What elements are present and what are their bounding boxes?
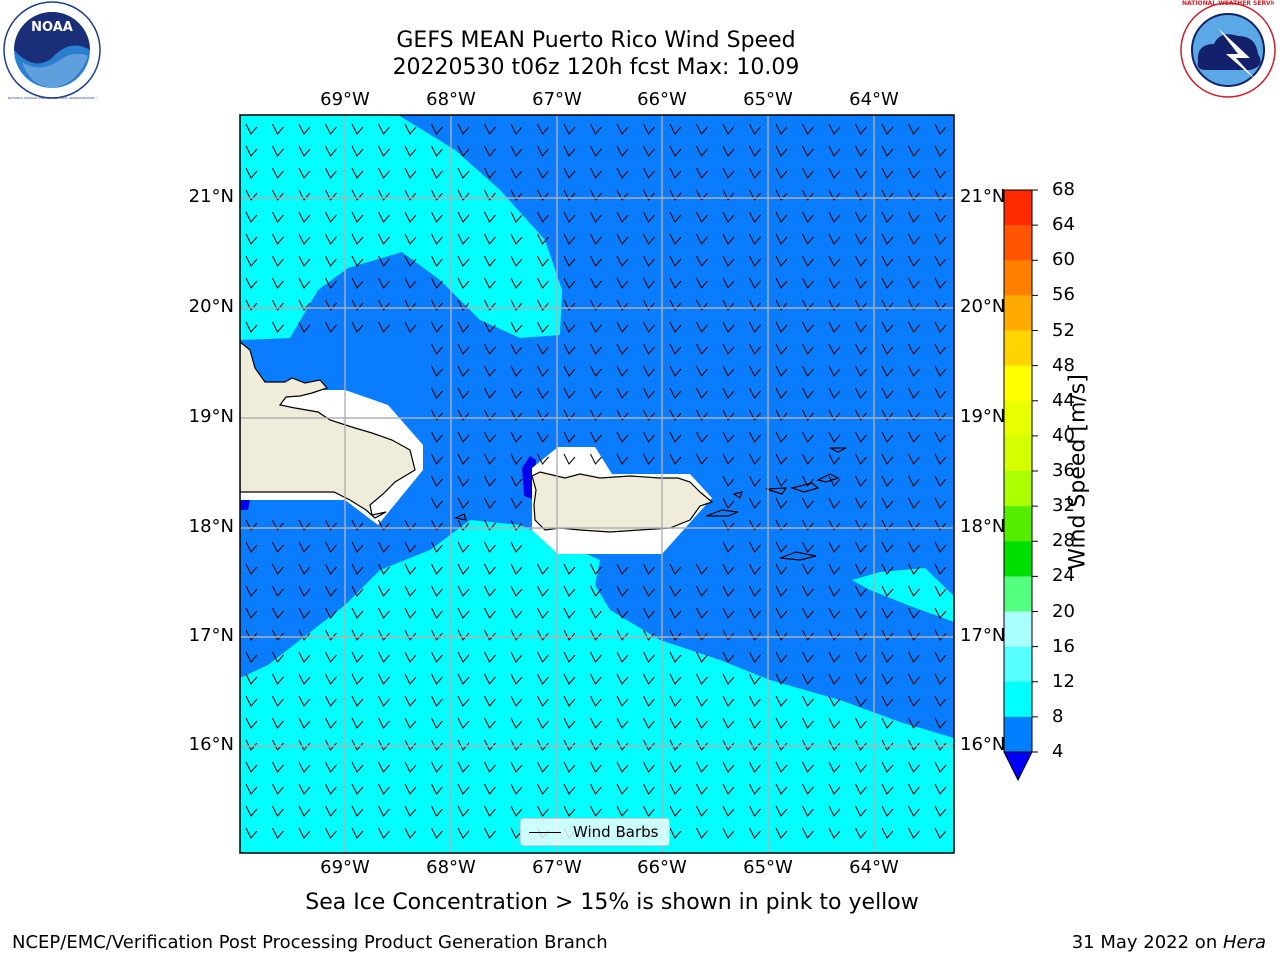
colorbar-tick-label: 8 (1052, 705, 1064, 727)
colorbar-title: Wind Speed [m/s] (1065, 374, 1091, 570)
wind-barbs (245, 123, 947, 839)
colorbar-frame (1003, 189, 1033, 753)
colorbar-tick-label: 32 (1052, 495, 1075, 517)
lat-label-right: 18°N (960, 516, 1006, 537)
lat-label-right: 19°N (960, 406, 1006, 427)
footer-date: 31 May 2022 on Hera (1072, 932, 1266, 953)
nws-logo-ring: NATIONAL WEATHER SERVICE (1182, 0, 1274, 7)
colorbar-tick-label: 44 (1052, 389, 1075, 411)
sea-ice-note: Sea Ice Concentration > 15% is shown in … (305, 890, 919, 915)
land-puerto-rico (531, 471, 714, 533)
lat-label-right: 20°N (960, 296, 1006, 317)
lat-label-right: 17°N (960, 625, 1006, 646)
lon-label-bottom: 69°W (320, 857, 370, 878)
lon-label-bottom: 68°W (426, 857, 476, 878)
lat-label-right: 16°N (960, 734, 1006, 755)
lon-label-bottom: 66°W (637, 857, 687, 878)
ocean-4-8-region (240, 115, 954, 738)
lon-label-bottom: 65°W (743, 857, 793, 878)
colorbar-tick-label: 16 (1052, 635, 1075, 657)
ocean-8-12-patch-east (852, 568, 954, 622)
lat-label-left: 16°N (188, 734, 234, 755)
colorbar-tick-label: 40 (1052, 424, 1075, 446)
chart-title-line2: 20220530 t06z 120h fcst Max: 10.09 (392, 55, 800, 80)
land-virgin-islands (765, 447, 847, 495)
map-legend: Wind Barbs (520, 818, 670, 846)
colorbar-tick-label: 36 (1052, 460, 1075, 481)
colorbar-tick-label: 64 (1052, 214, 1075, 236)
lon-label-top: 65°W (743, 89, 793, 110)
legend-label: Wind Barbs (573, 823, 659, 841)
colorbar-tick-label: 24 (1052, 565, 1075, 587)
land-st-croix (779, 551, 817, 561)
colorbar-tick-label: 48 (1052, 354, 1075, 376)
lon-label-top: 68°W (426, 89, 476, 110)
colorbar-tick-label: 68 (1052, 179, 1075, 200)
lat-label-left: 20°N (188, 296, 234, 317)
colorbar-tick-label: 20 (1052, 600, 1075, 622)
land-hispaniola (240, 341, 416, 519)
map-frame (239, 114, 955, 854)
colorbar-tick-label: 60 (1052, 249, 1075, 271)
land-mona (454, 513, 467, 521)
footer-host: Hera (1222, 932, 1266, 953)
land-culebra (732, 491, 743, 499)
lon-label-top: 67°W (532, 89, 582, 110)
nws-logo (1180, 2, 1276, 98)
noaa-logo-ring: NATIONAL OCEANIC AND ATMOSPHERIC ADMINIS… (8, 96, 98, 100)
legend-line-sample (529, 832, 561, 833)
colorbar-tick-label: 4 (1052, 741, 1064, 762)
chart-title-line1: GEFS MEAN Puerto Rico Wind Speed (396, 28, 796, 53)
land-vieques (705, 509, 739, 517)
lat-label-left: 18°N (188, 516, 234, 537)
lat-label-right: 21°N (960, 186, 1006, 207)
lon-label-top: 64°W (849, 89, 899, 110)
noaa-logo-text: NOAA (31, 20, 73, 35)
colorbar-tick-label: 56 (1052, 284, 1075, 306)
colorbar-tick-label: 28 (1052, 530, 1075, 552)
gridlines (240, 115, 954, 853)
lon-label-bottom: 67°W (532, 857, 582, 878)
ocean-lt4-patch-2 (240, 500, 250, 510)
footer-branch: NCEP/EMC/Verification Post Processing Pr… (12, 932, 608, 953)
lon-label-top: 69°W (320, 89, 370, 110)
lat-label-left: 17°N (188, 625, 234, 646)
colorbar-tick-label: 12 (1052, 670, 1075, 692)
footer-date-text: 31 May 2022 on (1071, 932, 1223, 953)
lon-label-top: 66°W (637, 89, 687, 110)
lat-label-left: 21°N (188, 186, 234, 207)
lon-label-bottom: 64°W (849, 857, 899, 878)
colorbar-tick-label: 52 (1052, 319, 1075, 341)
lat-label-left: 19°N (188, 406, 234, 427)
noaa-logo (3, 1, 101, 99)
